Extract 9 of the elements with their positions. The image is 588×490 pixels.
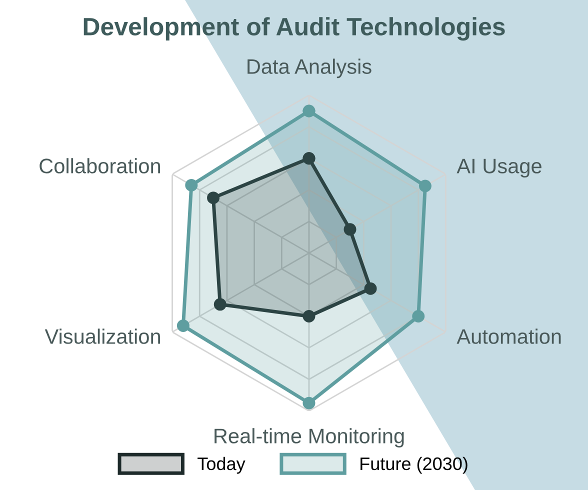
legend-label: Future (2030) [360,456,468,474]
spoke-label: Collaboration [40,158,160,174]
spoke-label: Visualization [44,328,160,344]
legend-label: Today [198,456,246,474]
spoke-label: Automation [456,328,561,344]
spoke-label: AI Usage [456,158,542,178]
spoke-label: Data Analysis [248,58,372,78]
spoke-label: Real-time Monitoring [214,428,404,448]
chart-title: Development of Audit Technologies [84,17,505,41]
